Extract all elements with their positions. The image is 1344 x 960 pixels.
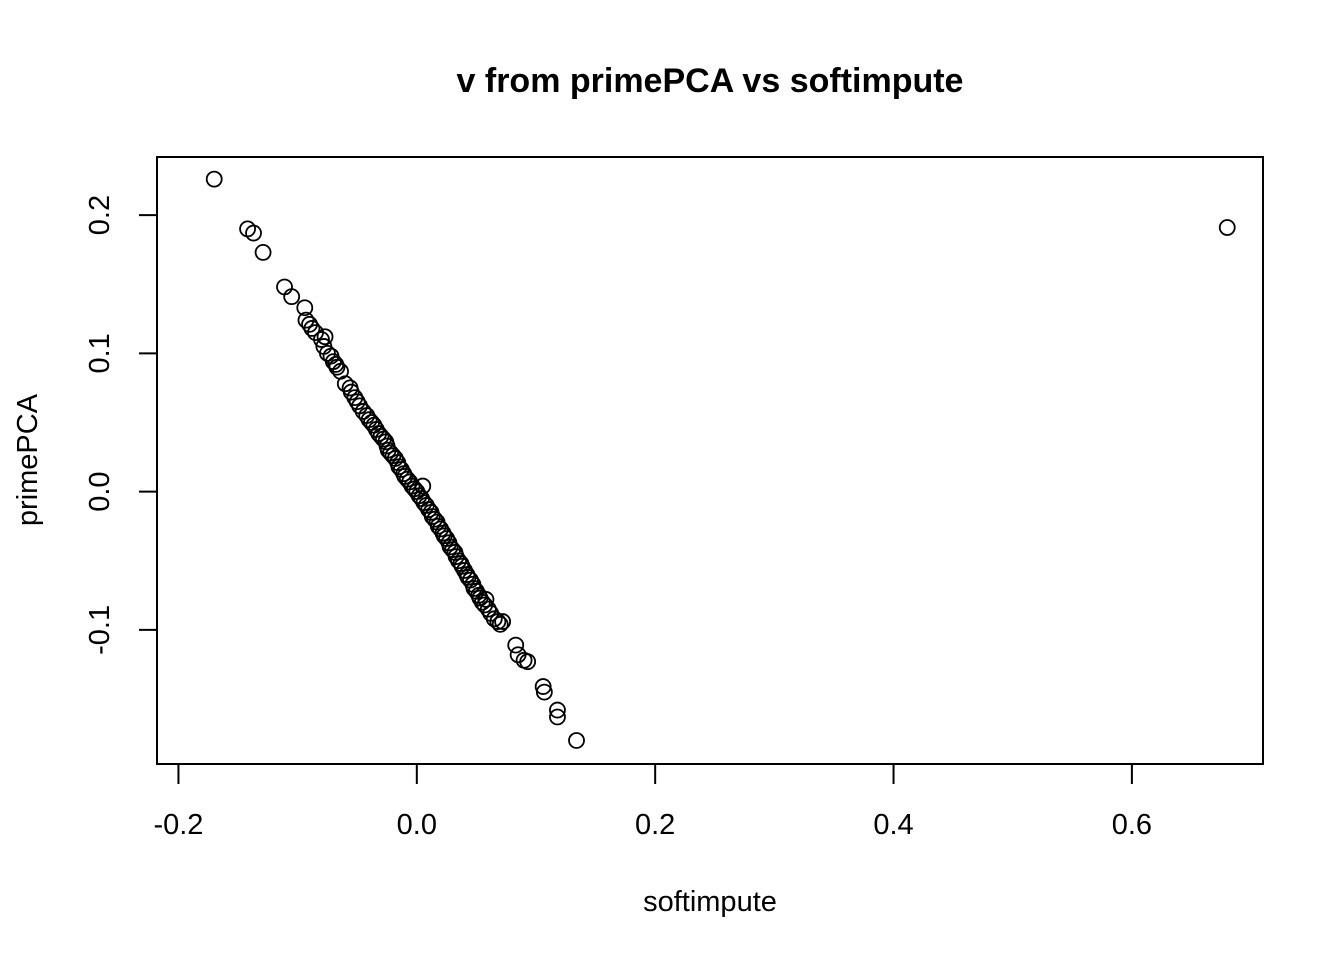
scatter-point [441, 538, 459, 556]
x-axis: -0.2 0.0 0.2 0.4 0.6 [153, 763, 1152, 841]
scatter-point [549, 701, 566, 719]
x-tick-label: 0.0 [397, 809, 437, 841]
y-tick-label: 0.2 [84, 195, 116, 235]
scatter-point [316, 328, 334, 346]
scatter-point [313, 331, 330, 348]
scatter-point [319, 344, 336, 362]
scatter-point [479, 600, 497, 618]
y-tick-label: -0.1 [84, 605, 116, 655]
scatter-point [328, 358, 346, 376]
scatter-point [519, 653, 537, 671]
scatter-point [301, 315, 318, 333]
scatter-point [485, 610, 503, 628]
scatter-point [283, 288, 301, 306]
chart-title: v from primePCA vs softimpute [457, 62, 964, 100]
data-points [205, 170, 1236, 749]
scatter-point [568, 732, 585, 749]
scatter-point [423, 508, 441, 525]
scatter-point [303, 320, 321, 337]
scatter-point [491, 615, 509, 633]
scatter-point [296, 299, 314, 317]
scatter-point [494, 613, 512, 630]
scatter-point [489, 613, 507, 630]
scatter-point [348, 393, 366, 411]
y-axis-label: primePCA [12, 393, 44, 526]
x-axis-label: softimpute [643, 886, 777, 918]
x-tick-label: 0.6 [1112, 809, 1152, 841]
x-tick-label: 0.2 [635, 809, 675, 841]
scatter-point [414, 477, 432, 495]
x-tick-label: -0.2 [153, 809, 203, 841]
scatter-point [354, 403, 372, 420]
y-axis: -0.1 0.0 0.1 0.2 [84, 195, 158, 655]
scatter-point [535, 683, 553, 701]
scatter-point [507, 636, 525, 654]
scatter-point [549, 708, 566, 726]
x-tick-label: 0.4 [873, 809, 913, 841]
scatter-point [205, 170, 223, 188]
scatter-point [297, 311, 315, 329]
scatter-point [346, 389, 364, 406]
scatter-point [245, 224, 262, 242]
scatter-point [254, 244, 272, 261]
scatter-point [1218, 219, 1236, 236]
y-tick-label: 0.1 [84, 333, 116, 373]
scatter-point [276, 278, 293, 296]
plot-frame [156, 156, 1264, 765]
y-tick-label: 0.0 [84, 471, 116, 511]
scatter-point [372, 427, 390, 445]
scatter-point [336, 375, 354, 393]
